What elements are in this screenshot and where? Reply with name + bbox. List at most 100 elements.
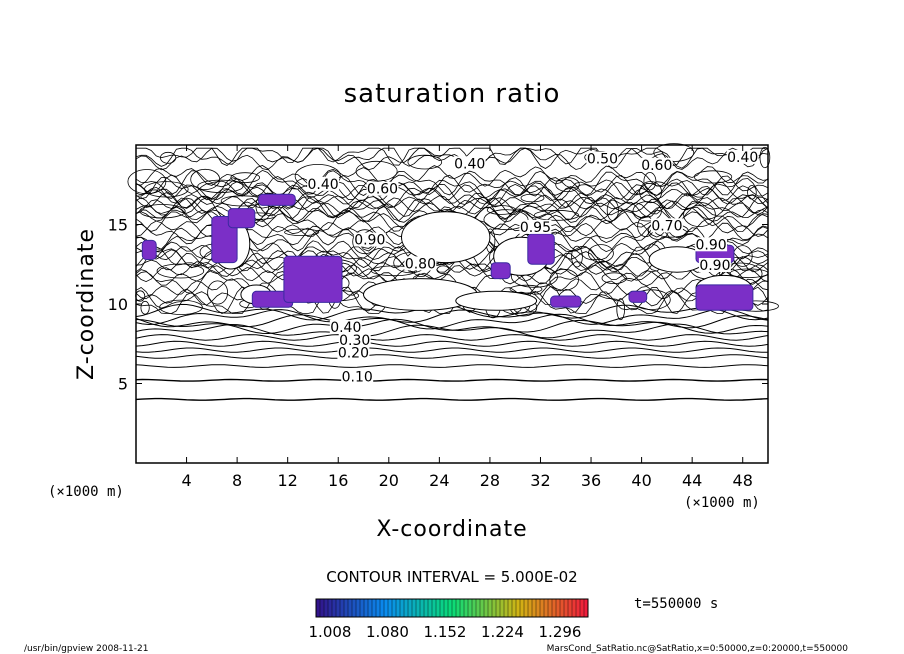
supersaturated-region	[550, 295, 582, 308]
contour-line	[135, 378, 769, 382]
footer-left: /usr/bin/gpview 2008-11-21	[24, 644, 148, 654]
contour-label-bg	[341, 369, 374, 384]
colorbar-band	[480, 599, 485, 617]
x-tick-label: 44	[682, 471, 702, 490]
contour-loop	[606, 199, 619, 221]
colorbar-band	[348, 599, 353, 617]
chart-title: saturation ratio	[344, 79, 561, 109]
supersaturated-region	[258, 193, 296, 206]
colorbar-band	[496, 599, 501, 617]
contour-label-bg	[519, 219, 552, 234]
contour-loop	[207, 280, 229, 305]
contour-loop	[549, 268, 579, 291]
contour-line	[135, 184, 769, 201]
supersaturated-region	[490, 262, 511, 280]
x-tick-label: 16	[328, 471, 348, 490]
colorbar-frame	[315, 598, 589, 618]
colorbar-band	[400, 599, 405, 617]
colorbar-band	[324, 599, 329, 617]
contour-loop	[197, 179, 244, 193]
contour-label-bg	[726, 149, 759, 164]
contour-line	[135, 313, 769, 330]
colorbar-band	[524, 599, 529, 617]
colorbar-band	[460, 599, 465, 617]
contour-loop	[601, 272, 627, 285]
colorbar-band	[580, 599, 585, 617]
contour-loop	[639, 181, 662, 204]
supersaturated-region	[227, 208, 256, 229]
contour-label: 0.10	[342, 369, 373, 385]
x-tick-label: 32	[530, 471, 550, 490]
contour-loop	[127, 169, 167, 195]
contour-loop	[509, 284, 543, 294]
contour-label: 0.95	[520, 220, 551, 236]
contour-label-bg	[337, 345, 370, 360]
colorbar-band	[476, 599, 481, 617]
colorbar-band	[528, 599, 533, 617]
colorbar-band	[360, 599, 365, 617]
contour-label: 0.60	[641, 158, 672, 174]
contour-line	[135, 364, 769, 368]
contour-interval-text: CONTOUR INTERVAL = 5.000E-02	[326, 568, 577, 586]
colorbar-band	[380, 599, 385, 617]
colorbar-band	[344, 599, 349, 617]
contour-line	[135, 334, 769, 341]
footer-right: MarsCond_SatRatio.nc@SatRatio,x=0:50000,…	[547, 644, 849, 654]
y-tick-label: 15	[108, 216, 128, 235]
y-tick-label: 10	[108, 295, 128, 314]
contour-label: 0.40	[330, 320, 361, 336]
contour-label: 0.40	[727, 150, 758, 166]
contour-loop	[190, 168, 221, 190]
supersaturated-fills	[141, 193, 754, 311]
x-tick-label: 28	[480, 471, 500, 490]
colorbar-tick-label: 1.224	[481, 623, 524, 641]
supersaturated-region	[695, 284, 754, 311]
colorbar-band	[316, 599, 321, 617]
colorbar-band	[464, 599, 469, 617]
colorbar-tick-label: 1.008	[309, 623, 352, 641]
contour-loop	[533, 209, 580, 221]
colorbar-band	[408, 599, 413, 617]
contour-line	[135, 165, 769, 187]
y-axis-ticks: 5 10 15	[108, 216, 768, 394]
colorbar-band	[520, 599, 525, 617]
colorbar-band	[484, 599, 489, 617]
colorbar-band	[372, 599, 377, 617]
colorbar-band	[328, 599, 333, 617]
contour-line	[135, 261, 769, 283]
colorbar-band	[512, 599, 517, 617]
contour-loop	[230, 172, 261, 183]
colorbar-band	[320, 599, 325, 617]
contour-loop	[160, 151, 177, 164]
contour-label-bg	[329, 320, 362, 334]
colorbar-band	[332, 599, 337, 617]
contour-label: 0.60	[367, 182, 398, 198]
contour-loop	[588, 244, 614, 263]
x-axis-label: X-coordinate	[376, 517, 527, 542]
colorbar-band	[384, 599, 389, 617]
colorbar-band	[352, 599, 357, 617]
clear-region	[401, 211, 491, 264]
contour-line	[135, 308, 769, 326]
contour-label-bg	[695, 237, 728, 252]
contour-loop	[759, 146, 771, 169]
supersaturated-region	[283, 255, 343, 303]
contour-line	[135, 347, 768, 353]
colorbar-band	[544, 599, 549, 617]
x-tick-label: 40	[631, 471, 651, 490]
contour-label: 0.30	[339, 333, 370, 349]
contour-line	[135, 340, 769, 347]
contour-label: 0.90	[696, 237, 727, 253]
supersaturated-region	[141, 239, 157, 260]
colorbar-band	[472, 599, 477, 617]
colorbar-band	[364, 599, 369, 617]
contour-loop	[407, 154, 443, 170]
x-tick-label: 12	[278, 471, 298, 490]
colorbar-band	[500, 599, 505, 617]
colorbar-band	[396, 599, 401, 617]
colorbar-band	[540, 599, 545, 617]
contour-loop	[284, 228, 320, 236]
contour-loop	[355, 160, 398, 182]
contour-line	[135, 290, 769, 314]
